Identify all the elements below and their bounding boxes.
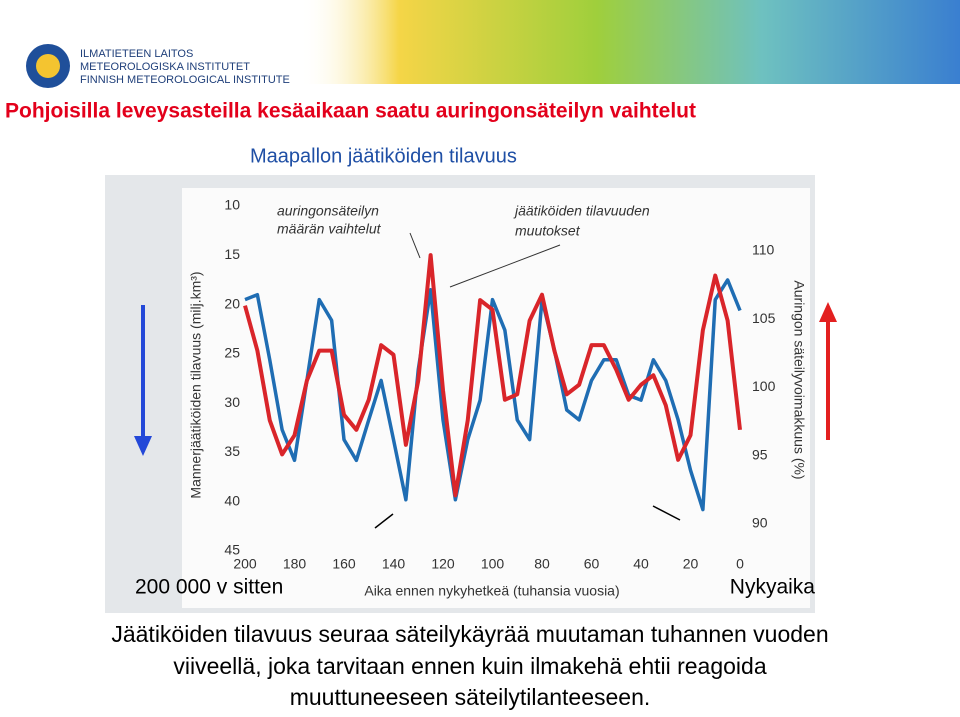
subtitle: Maapallon jäätiköiden tilavuus <box>250 145 517 167</box>
arrow-head <box>134 436 152 456</box>
y-tick-label: 15 <box>224 246 240 262</box>
y-tick-label: 30 <box>224 394 240 410</box>
arrow-head <box>819 302 837 322</box>
x-axis-label: Aika ennen nykyhetkeä (tuhansia vuosia) <box>364 583 619 599</box>
caption: viiveellä, joka tarvitaan ennen kuin ilm… <box>173 653 766 679</box>
start-label: 200 000 v sitten <box>135 576 283 599</box>
plot-panel <box>182 188 810 608</box>
title: Pohjoisilla leveysasteilla kesäaikaan sa… <box>5 100 696 123</box>
annotation: jäätiköiden tilavuuden <box>513 203 650 219</box>
annotation: auringonsäteilyn <box>277 203 379 219</box>
x-tick-label: 180 <box>283 556 307 572</box>
y2-tick-label: 100 <box>752 378 776 394</box>
logo-center <box>36 54 60 78</box>
y-tick-label: 40 <box>224 492 240 508</box>
pointer <box>374 513 394 529</box>
pointer <box>409 232 421 259</box>
y-tick-label: 20 <box>224 295 240 311</box>
x-tick-label: 200 <box>233 556 257 572</box>
banner <box>300 0 960 84</box>
y2-tick-label: 90 <box>752 515 768 531</box>
y-axis-label: Mannerjäätiköiden tilavuus (milj.km³) <box>188 271 204 498</box>
y-tick-label: 45 <box>224 542 240 558</box>
y-tick-label: 25 <box>224 345 240 361</box>
series-line <box>244 278 742 512</box>
x-tick-label: 120 <box>431 556 455 572</box>
y2-tick-label: 105 <box>752 310 776 326</box>
pointer <box>652 505 681 521</box>
y2-axis-label: Auringon säteilyvoimakkuus (%) <box>791 280 807 479</box>
x-tick-label: 60 <box>584 556 600 572</box>
x-tick-label: 80 <box>534 556 550 572</box>
caption: Jäätiköiden tilavuus seuraa säteilykäyrä… <box>111 621 828 647</box>
x-tick-label: 140 <box>382 556 406 572</box>
x-tick-label: 0 <box>736 556 744 572</box>
y-tick-label: 35 <box>224 443 240 459</box>
logo-text: FINNISH METEOROLOGICAL INSTITUTE <box>80 74 290 86</box>
x-tick-label: 40 <box>633 556 649 572</box>
series-line <box>243 253 742 498</box>
caption: muuttuneeseen säteilytilanteeseen. <box>290 684 651 710</box>
pointer <box>449 244 561 288</box>
end-label: Nykyaika <box>730 576 816 599</box>
x-tick-label: 100 <box>481 556 505 572</box>
logo-text: METEOROLOGISKA INSTITUTET <box>80 61 250 73</box>
annotation: muutokset <box>515 223 581 239</box>
annotation: määrän vaihtelut <box>277 221 382 237</box>
x-tick-label: 20 <box>683 556 699 572</box>
logo-text: ILMATIETEEN LAITOS <box>80 48 193 60</box>
y2-tick-label: 110 <box>752 242 775 258</box>
y-tick-label: 10 <box>224 197 240 213</box>
x-tick-label: 160 <box>332 556 356 572</box>
y2-tick-label: 95 <box>752 446 768 462</box>
